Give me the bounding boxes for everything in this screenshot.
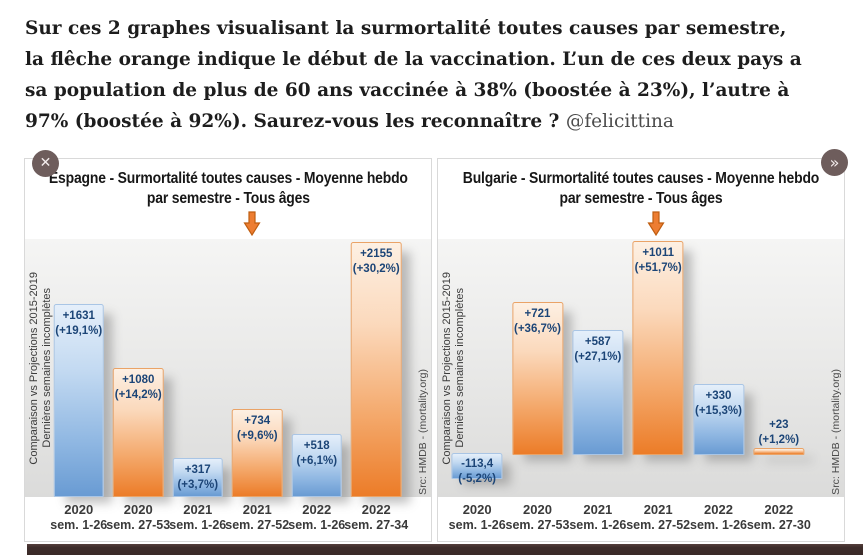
bar-espagne-2020-2 [112,368,164,497]
plot-area: +1631 (+19,1%) +1080 (+14,2%) +317 (+3,7%) +73… [49,239,406,497]
x-axis-label: 2022 sem. 1-26 [288,502,346,532]
bar-bulgarie-2020-1 [451,453,503,480]
chart-panel-bulgarie: Bulgarie - Surmortalité toutes causes - … [437,158,845,542]
axis-note-comparison: Comparaison vs Projections 2015-2019 [28,271,40,465]
x-axis-label: 2021 sem. 27-52 [626,502,691,532]
x-axis-label: 2021 sem. 1-26 [169,502,227,532]
arrow-row [25,209,431,239]
x-axis-label: 2022 sem. 1-26 [690,502,747,532]
chart-panel-espagne: Espagne - Surmortalité toutes causes - M… [24,158,432,542]
intro-bold-text: Sur ces 2 graphes visualisant la surmort… [25,18,802,132]
title-line-1: Bulgarie - Surmortalité toutes causes - … [462,170,820,187]
x-axis-label: 2022 sem. 27-34 [344,502,409,532]
source-note: Src: HMDB - (mortality.org) [417,369,429,495]
y-axis-notes: Comparaison vs Projections 2015-2019 Der… [25,239,62,497]
x-axis: 2020 sem. 1-26 2020 sem. 27-53 2021 sem. 1-26… [447,497,811,537]
x-axis: 2020 sem. 1-26 2020 sem. 27-53 2021 sem. 1-26… [49,497,409,537]
source-note-wrap: Src: HMDB - (mortality.org) [415,239,431,497]
chart-title-bulgarie: Bulgarie - Surmortalité toutes causes - … [438,159,844,209]
down-arrow-icon [647,211,665,237]
x-axis-label: 2021 sem. 1-26 [569,502,627,532]
bar-value-label: +23 (+1,2%) [758,419,800,446]
bar-espagne-2020-1 [53,304,105,497]
bar-bulgarie-2022-5 [692,384,745,456]
bar-value-label: +587 (+27,1%) [574,336,622,363]
bar-bulgarie-2020-2 [511,302,564,456]
charts-card: ✕ » Espagne - Surmortalité toutes causes… [24,149,848,542]
bar-value-label: +317 (+3,7%) [177,464,219,491]
bar-value-label: +518 (+6,1%) [296,440,338,467]
bar-value-label: +1011 (+51,7%) [634,247,682,274]
bar-bulgarie-2021-4 [632,241,684,456]
bar-value-label: -113,4 (-5,2%) [458,458,497,485]
next-button[interactable]: » [821,149,848,176]
bar-espagne-2022-6 [350,242,402,497]
plot-background: Comparaison vs Projections 2015-2019 Der… [25,239,431,497]
arrow-row [438,209,844,239]
chart-title-espagne: Espagne - Surmortalité toutes causes - M… [25,159,431,209]
bar-espagne-2021-4 [231,409,283,497]
bar-value-label: +721 (+36,7%) [514,308,561,335]
title-line-2: par semestre - Tous âges [146,190,310,207]
axis-note-incomplete-weeks: Dernières semaines incomplètes [454,288,466,448]
x-axis-label: 2020 sem. 1-26 [50,502,108,532]
title-line-2: par semestre - Tous âges [559,190,723,207]
x-axis-label: 2022 sem. 27-30 [746,502,811,532]
y-axis-notes: Comparaison vs Projections 2015-2019 Der… [438,239,475,497]
bottom-bar [27,544,863,555]
x-axis-label: 2021 sem. 27-52 [225,502,290,532]
source-note-wrap: Src: HMDB - (mortality.org) [828,239,844,497]
source-note: Src: HMDB - (mortality.org) [830,369,842,495]
plot-background: Comparaison vs Projections 2015-2019 Der… [438,239,844,497]
down-arrow-icon [243,211,261,237]
bar-bulgarie-2021-3 [572,330,624,456]
x-axis-label: 2020 sem. 1-26 [448,502,506,532]
x-axis-label: 2020 sem. 27-53 [505,502,570,532]
bar-espagne-2022-5 [291,434,343,497]
vaccination-start-arrow [647,211,665,237]
x-axis-label: 2020 sem. 27-53 [106,502,171,532]
bar-value-label: +1631 (+19,1%) [55,310,103,337]
title-line-1: Espagne - Surmortalité toutes causes - M… [48,170,408,187]
bar-espagne-2021-3 [172,458,224,497]
close-button[interactable]: ✕ [32,150,59,177]
plot-area: -113,4 (-5,2%) +721 (+36,7%) +587 (+27,1%) +10… [447,239,809,497]
bar-value-label: +2155 (+30,2%) [352,248,400,275]
intro-text: Sur ces 2 graphes visualisant la surmort… [0,0,820,137]
vaccination-start-arrow [243,211,261,237]
bar-value-label: +1080 (+14,2%) [114,374,162,401]
bar-value-label: +330 (+15,3%) [695,390,742,417]
axis-note-comparison: Comparaison vs Projections 2015-2019 [441,271,453,465]
bar-bulgarie-2022-6 [753,448,805,456]
axis-note-incomplete-weeks: Dernières semaines incomplètes [41,288,53,448]
bar-value-label: +734 (+9,6%) [236,415,278,442]
author-handle: @felicittina [565,111,674,132]
